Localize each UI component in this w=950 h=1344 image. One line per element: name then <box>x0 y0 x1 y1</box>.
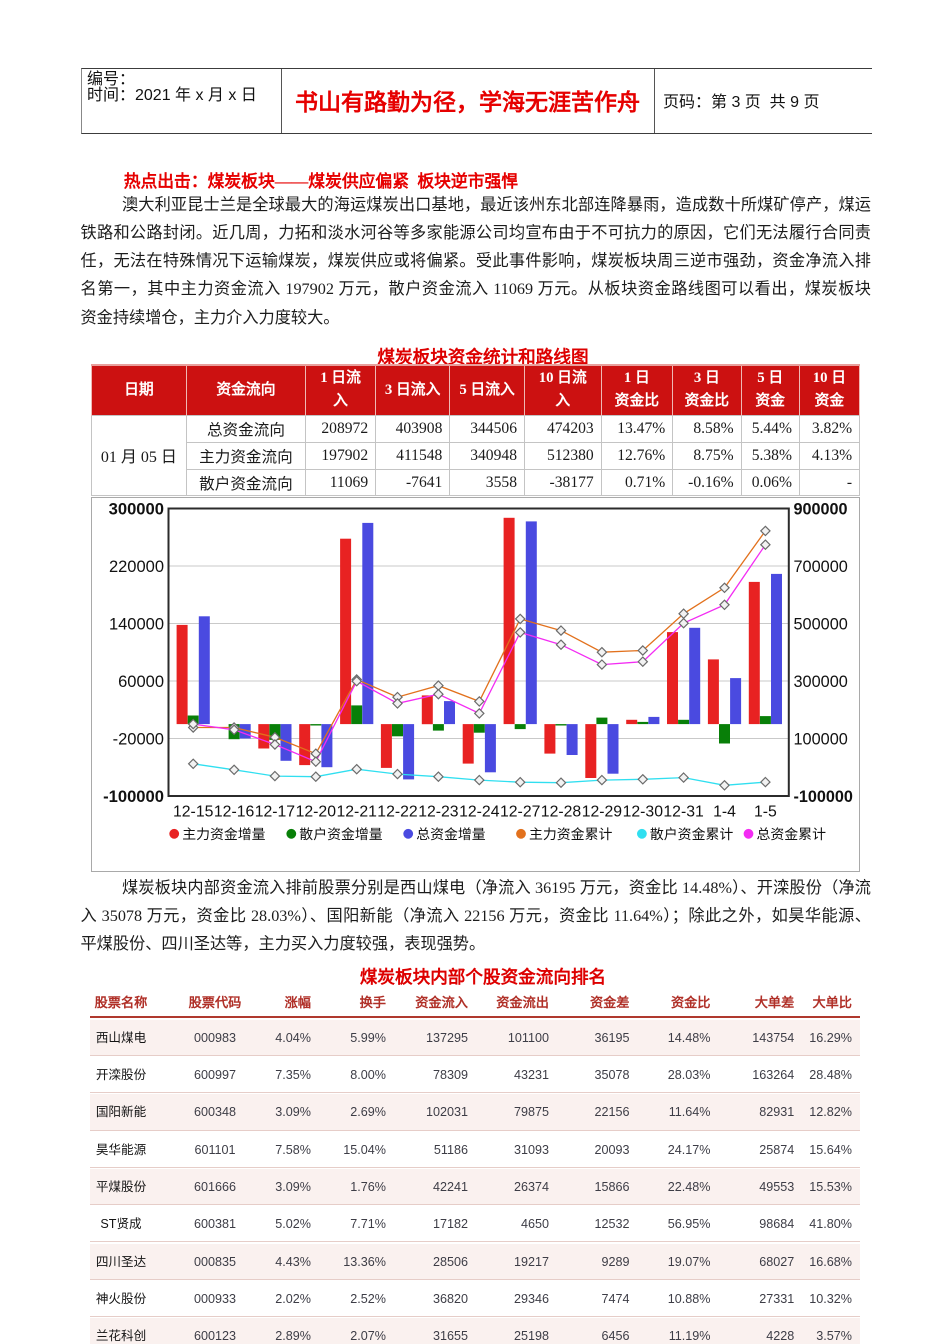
svg-text:300000: 300000 <box>794 673 848 691</box>
svg-text:主力资金累计: 主力资金累计 <box>529 826 612 842</box>
svg-text:-100000: -100000 <box>103 787 164 806</box>
svg-text:12-20: 12-20 <box>296 804 337 821</box>
svg-text:12-28: 12-28 <box>541 804 582 821</box>
svg-text:12-24: 12-24 <box>459 804 500 821</box>
svg-text:1-4: 1-4 <box>713 804 736 821</box>
svg-text:12-15: 12-15 <box>173 804 214 821</box>
svg-text:12-23: 12-23 <box>418 804 459 821</box>
svg-text:300000: 300000 <box>109 500 164 519</box>
svg-text:12-31: 12-31 <box>663 804 704 821</box>
svg-text:12-17: 12-17 <box>255 804 295 821</box>
svg-text:12-27: 12-27 <box>500 804 540 821</box>
svg-text:总资金累计: 总资金累计 <box>757 826 827 842</box>
svg-text:1-5: 1-5 <box>754 804 777 821</box>
svg-text:60000: 60000 <box>118 673 164 691</box>
svg-text:220000: 220000 <box>109 558 164 576</box>
svg-text:12-22: 12-22 <box>377 804 417 821</box>
svg-text:900000: 900000 <box>794 501 848 519</box>
svg-text:散户资金累计: 散户资金累计 <box>650 826 733 842</box>
svg-text:12-29: 12-29 <box>582 804 623 821</box>
svg-text:12-30: 12-30 <box>623 804 664 821</box>
svg-text:12-16: 12-16 <box>214 804 255 821</box>
svg-text:主力资金增量: 主力资金增量 <box>182 826 265 842</box>
svg-text:总资金增量: 总资金增量 <box>416 826 486 842</box>
svg-text:12-21: 12-21 <box>336 804 377 821</box>
svg-text:700000: 700000 <box>794 558 848 576</box>
svg-text:100000: 100000 <box>794 731 848 749</box>
svg-text:散户资金增量: 散户资金增量 <box>299 826 382 842</box>
svg-text:-20000: -20000 <box>113 731 164 749</box>
svg-text:-100000: -100000 <box>794 788 853 806</box>
svg-text:140000: 140000 <box>109 616 164 634</box>
svg-text:500000: 500000 <box>794 616 848 634</box>
